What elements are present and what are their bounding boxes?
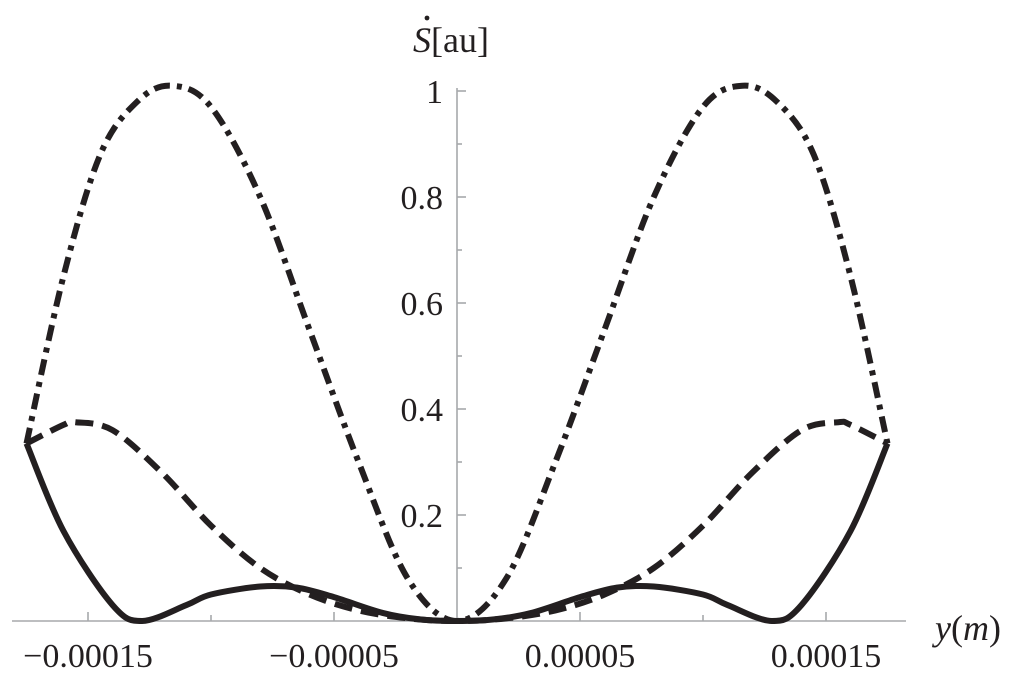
y-tick-label: 1	[426, 74, 443, 111]
y-label-derivative-dot	[424, 15, 430, 21]
y-tick-label: 0.4	[401, 392, 444, 429]
y-tick-label: 0.2	[401, 498, 444, 535]
ticks: −0.00015 −0.00005 0.00005 0.00015 0.2 0.4 0.6 0…	[23, 74, 881, 675]
y-axis-unit: [au]	[431, 20, 489, 60]
x-tick-label: 0.00005	[525, 638, 636, 675]
x-tick-label: −0.00005	[269, 638, 399, 675]
x-axis-paren-open: (	[951, 608, 963, 648]
x-tick-label: −0.00015	[23, 638, 153, 675]
series-group	[23, 82, 891, 624]
x-tick-label: 0.00015	[771, 638, 882, 675]
series-dashdot-line	[23, 82, 891, 624]
x-axis-paren-close: )	[989, 608, 1001, 648]
y-axis-variable: S	[413, 20, 431, 60]
y-tick-label: 0.8	[401, 180, 444, 217]
x-axis-variable: y	[932, 608, 951, 648]
x-axis-label: y(m)	[932, 608, 1001, 648]
axes	[12, 88, 906, 622]
y-tick-label: 0.6	[401, 286, 444, 323]
y-axis-label: S[au]	[413, 20, 489, 60]
x-axis-unit: m	[963, 608, 989, 648]
